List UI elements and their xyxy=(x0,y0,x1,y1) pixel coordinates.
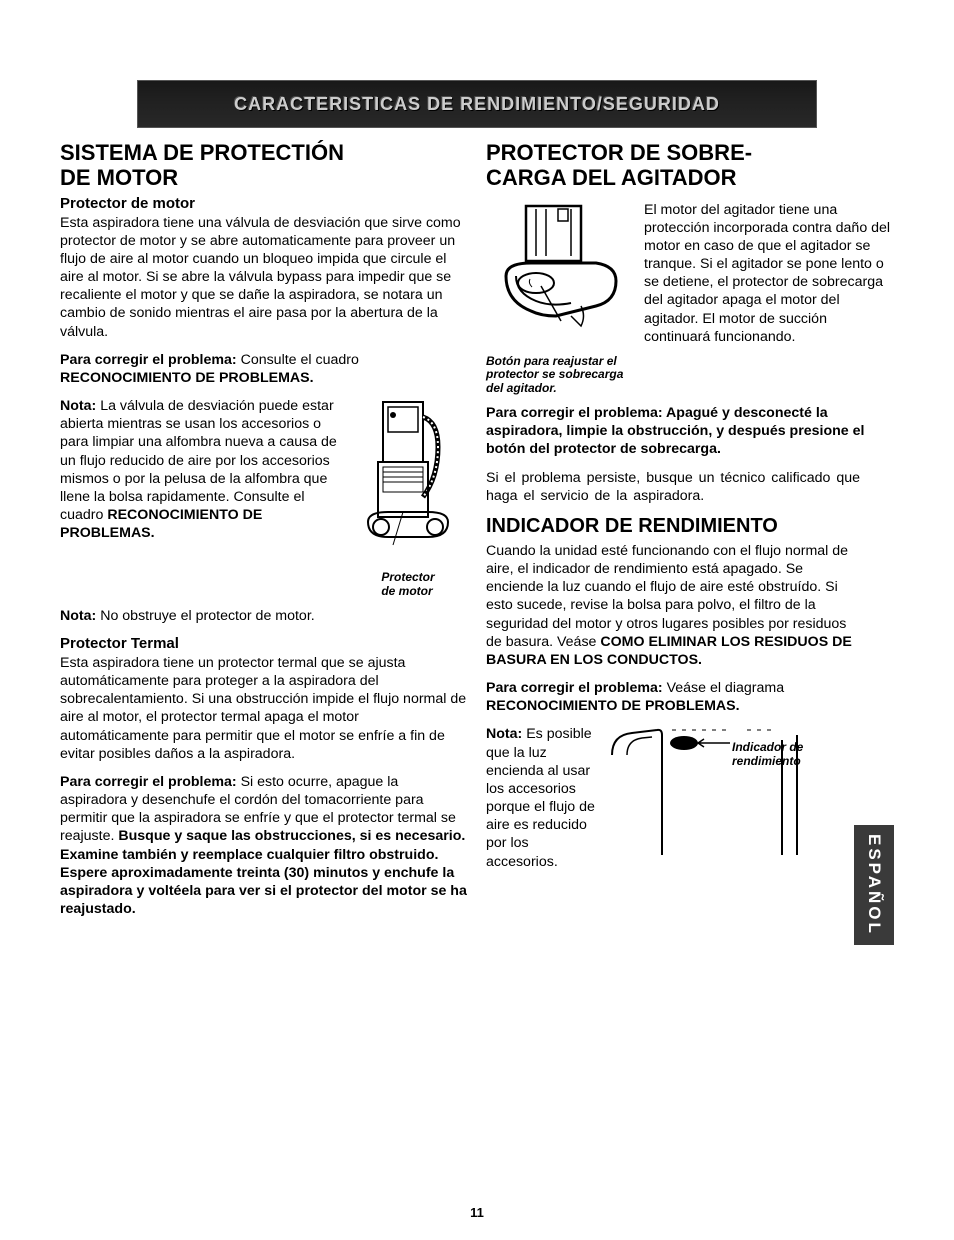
language-tab: ESPAÑOL xyxy=(854,825,894,945)
right-heading-2: INDICADOR DE RENDIMIENTO xyxy=(486,515,894,538)
left-figcap-1: Protector xyxy=(381,570,434,584)
vacuum-foot-icon xyxy=(486,201,636,351)
left-p1: Esta aspiradora tiene una válvula de des… xyxy=(60,214,468,341)
left-column: SISTEMA DE PROTECTIÓN DE MOTOR Protector… xyxy=(60,140,468,928)
left-nota2-label: Nota: xyxy=(60,608,96,624)
left-nota1: Nota: La válvula de desviación puede est… xyxy=(60,397,340,599)
right-figure-1: Botón para reajustar el protector se sob… xyxy=(486,201,636,396)
left-figure: Protector de motor xyxy=(348,397,468,599)
right-fig2-caption: Indicador de rendimiento xyxy=(732,741,832,769)
right-p5-bold: Para corregir el problema: xyxy=(486,680,663,696)
left-p2-bold: Para corregir el problema: xyxy=(60,352,237,368)
right-figure-2: Indicador de rendimiento xyxy=(602,725,894,870)
right-column: PROTECTOR DE SOBRE- CARGA DEL AGITADOR xyxy=(486,140,894,928)
right-nota-block: Nota: Es posible que la luz encienda al … xyxy=(486,725,894,870)
page-number: 11 xyxy=(0,1205,954,1220)
banner-text: CARACTERISTICAS DE RENDIMIENTO/SEGURIDAD xyxy=(234,94,720,115)
left-p4-bold: Para corregir el problema: xyxy=(60,774,237,790)
left-nota2: Nota: No obstruye el protector de motor. xyxy=(60,607,468,625)
right-heading-line2: CARGA DEL AGITADOR xyxy=(486,165,737,190)
right-p3: Si el problema persiste, busque un técni… xyxy=(486,469,894,505)
left-p2-text: Consulte el cuadro xyxy=(237,352,359,368)
language-tab-text: ESPAÑOL xyxy=(864,834,884,936)
right-heading: PROTECTOR DE SOBRE- CARGA DEL AGITADOR xyxy=(486,140,894,191)
left-p3: Esta aspiradora tiene un protector terma… xyxy=(60,654,468,763)
right-figcap2-1: Indicador de xyxy=(732,740,803,754)
section-banner: CARACTERISTICAS DE RENDIMIENTO/SEGURIDAD xyxy=(137,80,817,128)
left-figure-block: Nota: La válvula de desviación puede est… xyxy=(60,397,468,599)
left-fig-caption: Protector de motor xyxy=(381,571,434,599)
right-nota1-label: Nota: xyxy=(486,726,522,742)
vacuum-upright-icon xyxy=(353,397,463,567)
left-nota2-text: No obstruye el protector de motor. xyxy=(96,608,314,624)
left-subhead-2: Protector Termal xyxy=(60,635,468,652)
left-p2-bold2: RECONOCIMIENTO DE PROBLEMAS. xyxy=(60,370,314,386)
right-figcap2-2: rendimiento xyxy=(732,754,801,768)
left-p4: Para corregir el problema: Si esto ocurr… xyxy=(60,773,468,918)
left-p4-bold2: Busque y saque las obstrucciones, si es … xyxy=(60,828,467,917)
right-p2: Para corregir el problema: Apagué y desc… xyxy=(486,404,894,459)
left-figcap-2: de motor xyxy=(381,584,432,598)
right-heading-line1: PROTECTOR DE SOBRE- xyxy=(486,140,752,165)
left-nota1-text: La válvula de desviación puede estar abi… xyxy=(60,398,337,523)
left-p2: Para corregir el problema: Consulte el c… xyxy=(60,351,468,387)
left-heading-line1: SISTEMA DE PROTECTIÓN xyxy=(60,140,344,165)
right-p1: El motor del agitador tiene una protecci… xyxy=(644,201,894,396)
left-nota1-label: Nota: xyxy=(60,398,96,414)
right-fig1-caption: Botón para reajustar el protector se sob… xyxy=(486,355,626,396)
right-nota1: Nota: Es posible que la luz encienda al … xyxy=(486,725,596,870)
left-heading-line2: DE MOTOR xyxy=(60,165,178,190)
right-p5-bold2: RECONOCIMIENTO DE PROBLEMAS. xyxy=(486,698,740,714)
right-nota1-text: Es posible que la luz encienda al usar l… xyxy=(486,726,595,869)
two-column-layout: SISTEMA DE PROTECTIÓN DE MOTOR Protector… xyxy=(60,140,894,928)
left-heading: SISTEMA DE PROTECTIÓN DE MOTOR xyxy=(60,140,468,191)
right-p5: Para corregir el problema: Veáse el diag… xyxy=(486,679,894,715)
right-p4: Cuando la unidad esté funcionando con el… xyxy=(486,542,894,669)
left-subhead-1: Protector de motor xyxy=(60,195,468,212)
right-p5-text: Veáse el diagrama xyxy=(663,680,784,696)
right-figure-block-1: Botón para reajustar el protector se sob… xyxy=(486,201,894,396)
